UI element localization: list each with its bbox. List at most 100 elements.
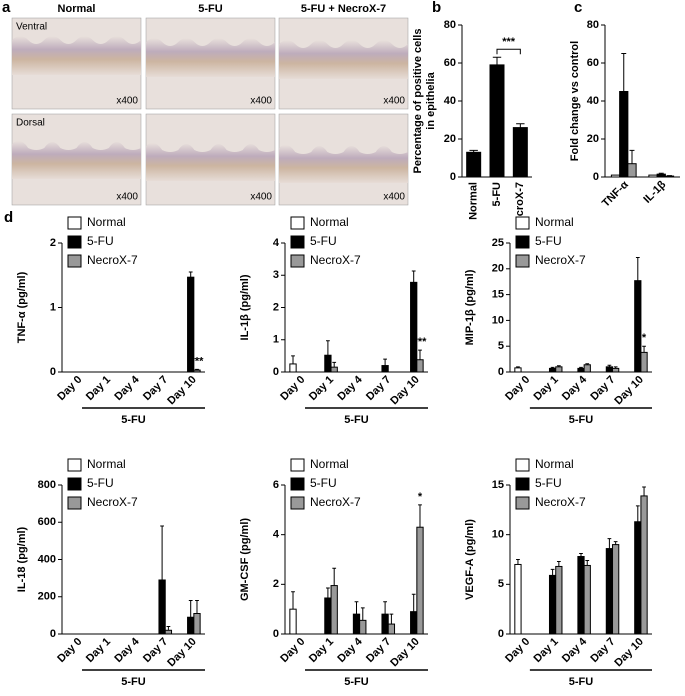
bar [640, 351, 648, 373]
y-tick-label: 0 [498, 366, 504, 378]
legend-label: 5-FU [535, 234, 562, 248]
error-bar [642, 486, 646, 496]
error-bar [613, 541, 618, 545]
bar [324, 354, 332, 373]
error-bar [629, 149, 635, 164]
error-bar [332, 567, 337, 586]
annotation: * [418, 491, 423, 503]
bar [158, 579, 166, 635]
bar [583, 364, 591, 373]
annotation: *** [414, 336, 428, 348]
legend-swatch [290, 496, 305, 510]
bar [289, 363, 297, 373]
bar [193, 613, 201, 635]
bar [193, 369, 201, 373]
x-tick-label: Day 4 [560, 373, 590, 403]
bar [548, 367, 557, 373]
y-tick-label: 1 [273, 334, 279, 346]
legend-swatch [67, 496, 82, 510]
magnification: x400 [383, 96, 405, 107]
column-header: 5-FU + NecroX-7 [301, 3, 386, 15]
x-tick-label: Day 10 [612, 374, 646, 408]
error-bar [607, 364, 612, 367]
y-tick-label: 60 [444, 57, 456, 69]
bar [514, 367, 522, 373]
x-tick-label: Day 4 [112, 373, 142, 403]
y-tick-label: 0 [498, 628, 504, 640]
bar [605, 548, 614, 635]
legend-swatch [290, 458, 305, 472]
y-tick-label: 2 [50, 237, 56, 249]
annotation: *** [191, 355, 205, 367]
legend-swatch [67, 254, 82, 268]
y-tick-label: 80 [587, 19, 599, 31]
bar [381, 365, 389, 373]
y-tick-label: 15 [492, 289, 504, 301]
y-tick-label: 0 [273, 366, 279, 378]
error-bar [607, 538, 612, 549]
row-label: Dorsal [16, 118, 45, 129]
x-tick-label: Day 1 [307, 636, 336, 665]
y-tick-label: 80 [444, 19, 456, 31]
bar [330, 585, 338, 635]
legend-swatch [515, 477, 530, 491]
error-bar [579, 553, 583, 557]
y-tick-label: 5 [498, 340, 504, 352]
legend-label: NecroX-7 [310, 253, 361, 267]
error-bar [642, 345, 646, 353]
epithelium [146, 142, 275, 181]
legend-label: NecroX-7 [87, 495, 138, 509]
y-tick-label: 15 [492, 479, 504, 491]
error-bar [411, 270, 416, 283]
bar [656, 173, 666, 178]
bar [610, 174, 621, 178]
y-tick-label: 6 [273, 479, 279, 491]
error-bar [389, 613, 394, 625]
legend-swatch [515, 496, 530, 510]
y-axis-label: Fold change vs control [569, 41, 581, 161]
error-bar [658, 172, 664, 175]
column-header: 5-FU [198, 3, 223, 15]
legend-swatch [290, 235, 305, 249]
legend-label: Normal [535, 215, 574, 229]
x-axis-label: 5-FU [344, 676, 369, 688]
y-axis-label: in epithelia [425, 71, 437, 129]
legend-swatch [515, 254, 530, 268]
bar [164, 629, 173, 635]
y-tick-label: 0 [273, 628, 279, 640]
x-tick-label: Day 4 [335, 373, 365, 403]
bar [640, 495, 648, 635]
x-tick-label: Day 1 [532, 636, 561, 665]
bar [555, 565, 563, 635]
y-tick-label: 10 [492, 529, 504, 541]
bar [187, 616, 195, 635]
error-bar [326, 587, 330, 598]
legend-label: NecroX-7 [310, 495, 361, 509]
bar [648, 174, 658, 178]
panel-label: c [574, 0, 582, 16]
error-bar [635, 505, 640, 522]
row-label: Ventral [16, 22, 47, 33]
error-bar [585, 559, 590, 566]
x-axis-label: 5-FU [569, 676, 594, 688]
error-bar [585, 363, 590, 365]
y-tick-label: 60 [587, 57, 599, 69]
panel-label: b [432, 0, 441, 16]
magnification: x400 [250, 192, 272, 203]
y-tick-label: 800 [38, 479, 56, 491]
error-bar [516, 559, 520, 565]
y-tick-label: 20 [587, 133, 599, 145]
error-bar [469, 149, 478, 153]
error-bar [195, 368, 199, 371]
error-bar [550, 568, 555, 576]
error-bar [166, 626, 171, 631]
bar [410, 611, 418, 635]
error-bar [550, 366, 555, 369]
y-tick-label: 10 [492, 314, 504, 326]
legend-label: 5-FU [87, 234, 114, 248]
bar [410, 281, 418, 373]
x-tick-label: Day 0 [503, 636, 532, 665]
error-bar [326, 340, 330, 356]
x-tick-label: 5-FU [491, 182, 503, 207]
bar [489, 64, 505, 178]
